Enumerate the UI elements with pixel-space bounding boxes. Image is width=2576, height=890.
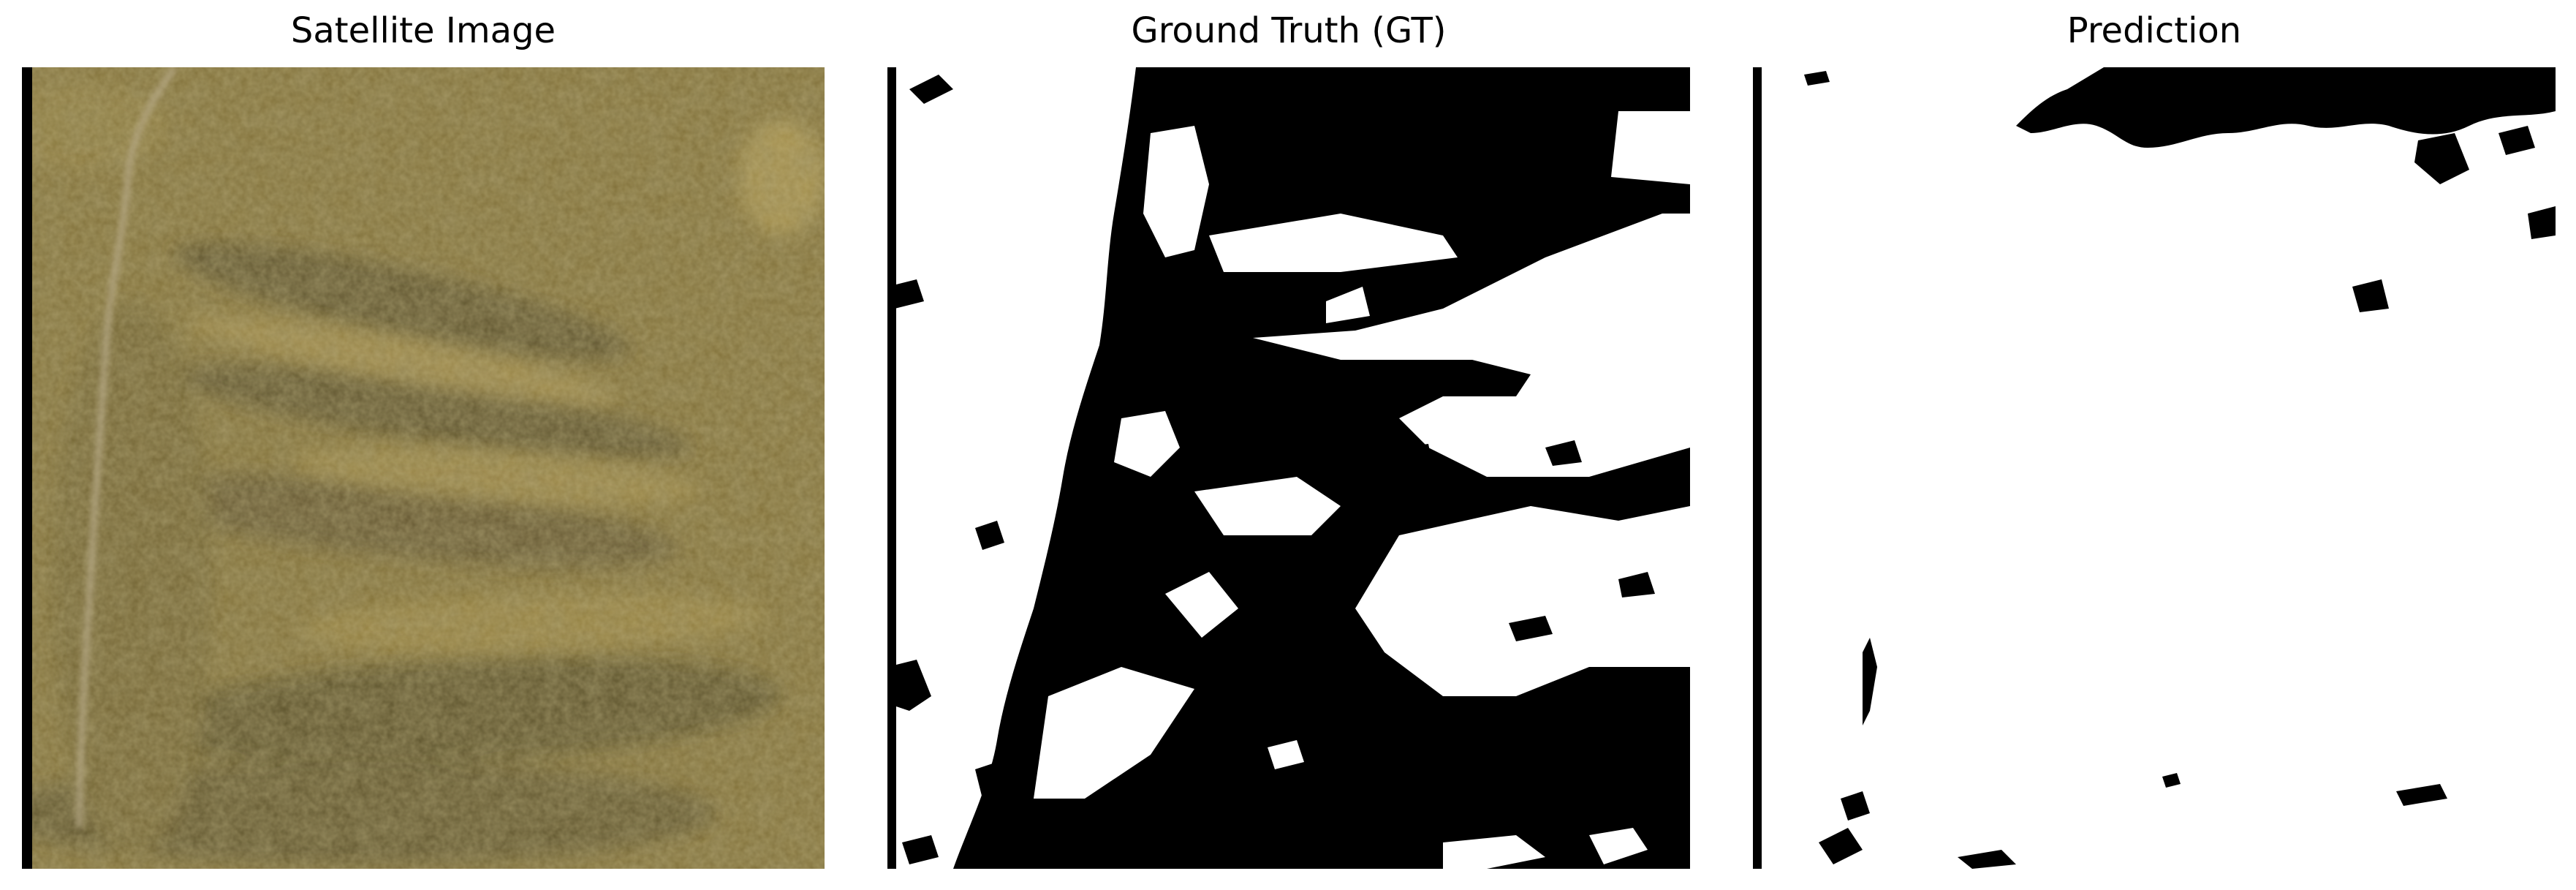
ground-truth-panel-title: Ground Truth (GT) <box>1131 10 1447 51</box>
ground-truth-panel: Ground Truth (GT) <box>887 0 1690 890</box>
prediction-mask <box>1753 67 2556 869</box>
prediction-panel: Prediction <box>1753 0 2556 890</box>
prediction-panel-title: Prediction <box>2067 10 2242 51</box>
satellite-panel: Satellite Image <box>22 0 825 890</box>
satellite-panel-title: Satellite Image <box>290 10 556 51</box>
ground-truth-mask <box>887 67 1690 869</box>
satellite-image <box>22 67 825 869</box>
